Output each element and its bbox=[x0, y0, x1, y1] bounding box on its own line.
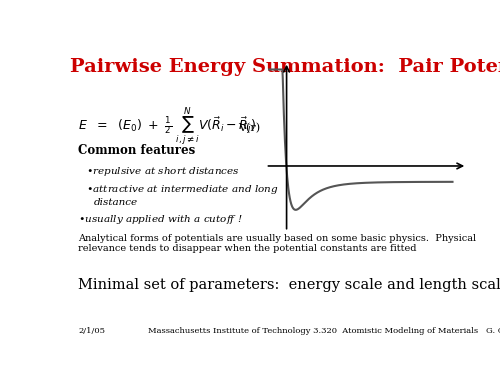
Text: $\bullet$repulsive at short distances: $\bullet$repulsive at short distances bbox=[86, 165, 240, 178]
Text: Analytical forms of potentials are usually based on some basic physics.  Physica: Analytical forms of potentials are usual… bbox=[78, 234, 476, 253]
Text: Pairwise Energy Summation:  Pair Potentials: Pairwise Energy Summation: Pair Potentia… bbox=[70, 58, 500, 76]
Text: 2/1/05: 2/1/05 bbox=[78, 327, 105, 335]
Text: $\bullet$usually applied with a cutoff !: $\bullet$usually applied with a cutoff ! bbox=[78, 213, 242, 226]
Text: $E\ \ =\ \ (E_0)\ +\ \frac{1}{2}\ \sum_{i,j\neq i}^{N} V(\vec{R}_i - \vec{R}_j)$: $E\ \ =\ \ (E_0)\ +\ \frac{1}{2}\ \sum_{… bbox=[78, 106, 256, 148]
Text: Minimal set of parameters:  energy scale and length scale: Minimal set of parameters: energy scale … bbox=[78, 278, 500, 292]
Text: V(r): V(r) bbox=[238, 123, 260, 133]
Text: $\bullet$attractive at intermediate and long: $\bullet$attractive at intermediate and … bbox=[86, 183, 278, 196]
Text: Common features: Common features bbox=[78, 144, 195, 157]
Text: Massachusetts Institute of Technology 3.320  Atomistic Modeling of Materials   G: Massachusetts Institute of Technology 3.… bbox=[148, 327, 500, 335]
Text: distance: distance bbox=[94, 198, 138, 207]
